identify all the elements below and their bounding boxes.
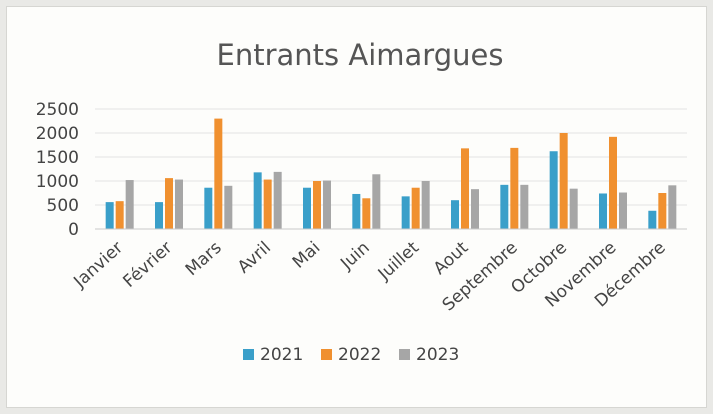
bar-2023-2: [224, 185, 233, 229]
chart-frame: Entrants Aimargues 0 500 1000 1500 2000 2500 …: [6, 6, 707, 408]
bars: [105, 118, 677, 229]
bar-2022-5: [362, 198, 371, 229]
bar-2023-9: [569, 188, 578, 229]
bar-2021-3: [253, 172, 262, 229]
bar-2023-0: [125, 180, 134, 229]
bar-2023-6: [421, 181, 430, 229]
x-tick-label: Aout: [430, 238, 473, 279]
bar-2022-0: [115, 201, 124, 229]
x-tick-label: Mai: [289, 238, 325, 273]
bar-2023-1: [175, 179, 183, 229]
bar-2023-10: [619, 192, 627, 229]
bar-2021-1: [155, 202, 163, 229]
y-tick-label: 500: [47, 196, 79, 216]
y-tick-label: 1500: [36, 148, 79, 168]
bar-2022-11: [658, 193, 667, 229]
bar-2021-8: [500, 184, 509, 229]
y-tick-label: 2000: [36, 124, 79, 144]
bar-2023-3: [273, 171, 282, 229]
bar-2022-8: [510, 147, 519, 229]
legend-label-2022: 2022: [338, 345, 381, 365]
legend-swatch-2021: [243, 349, 254, 360]
x-tick-label: Juin: [336, 238, 373, 274]
bar-2022-7: [461, 148, 469, 229]
y-tick-label: 2500: [36, 100, 79, 120]
bar-2022-2: [214, 118, 223, 229]
bar-2022-6: [411, 187, 420, 229]
gridlines: [95, 108, 687, 206]
legend: 2021 2022 2023: [243, 345, 459, 365]
legend-swatch-2022: [321, 349, 332, 360]
y-axis-ticks: 0 500 1000 1500 2000 2500: [36, 100, 79, 240]
y-tick-label: 1000: [36, 172, 79, 192]
bar-2023-4: [323, 180, 331, 229]
legend-label-2021: 2021: [260, 345, 303, 365]
bar-2023-11: [668, 185, 677, 229]
chart-svg: Entrants Aimargues 05001000150020002500 …: [36, 38, 687, 365]
bar-2022-9: [559, 133, 568, 229]
x-tick-label: Janvier: [69, 238, 127, 293]
bar-2021-10: [599, 193, 607, 229]
bar-2023-8: [520, 184, 529, 229]
bar-2021-4: [303, 187, 311, 229]
bar-2021-5: [352, 193, 361, 229]
y-tick-label: 0: [68, 220, 79, 240]
bar-2021-2: [204, 187, 213, 229]
bar-2023-7: [471, 189, 479, 229]
legend-label-2023: 2023: [416, 345, 459, 365]
x-tick-label: Juillet: [374, 238, 423, 285]
x-tick-label: Mars: [182, 238, 226, 280]
bar-2021-6: [401, 196, 410, 229]
bar-2021-0: [105, 202, 114, 229]
bar-2022-1: [165, 178, 173, 229]
bar-2021-11: [648, 210, 657, 229]
chart-title: Entrants Aimargues: [217, 38, 504, 72]
legend-swatch-2023: [399, 349, 410, 360]
bar-2022-10: [609, 136, 617, 229]
x-tick-label: Avril: [234, 238, 275, 278]
bar-2021-7: [451, 200, 459, 229]
bar-2022-4: [313, 181, 321, 229]
bar-2022-3: [263, 179, 272, 229]
bar-2023-5: [372, 174, 381, 229]
bar-2021-9: [549, 151, 558, 229]
x-tick-label: Février: [119, 238, 176, 292]
